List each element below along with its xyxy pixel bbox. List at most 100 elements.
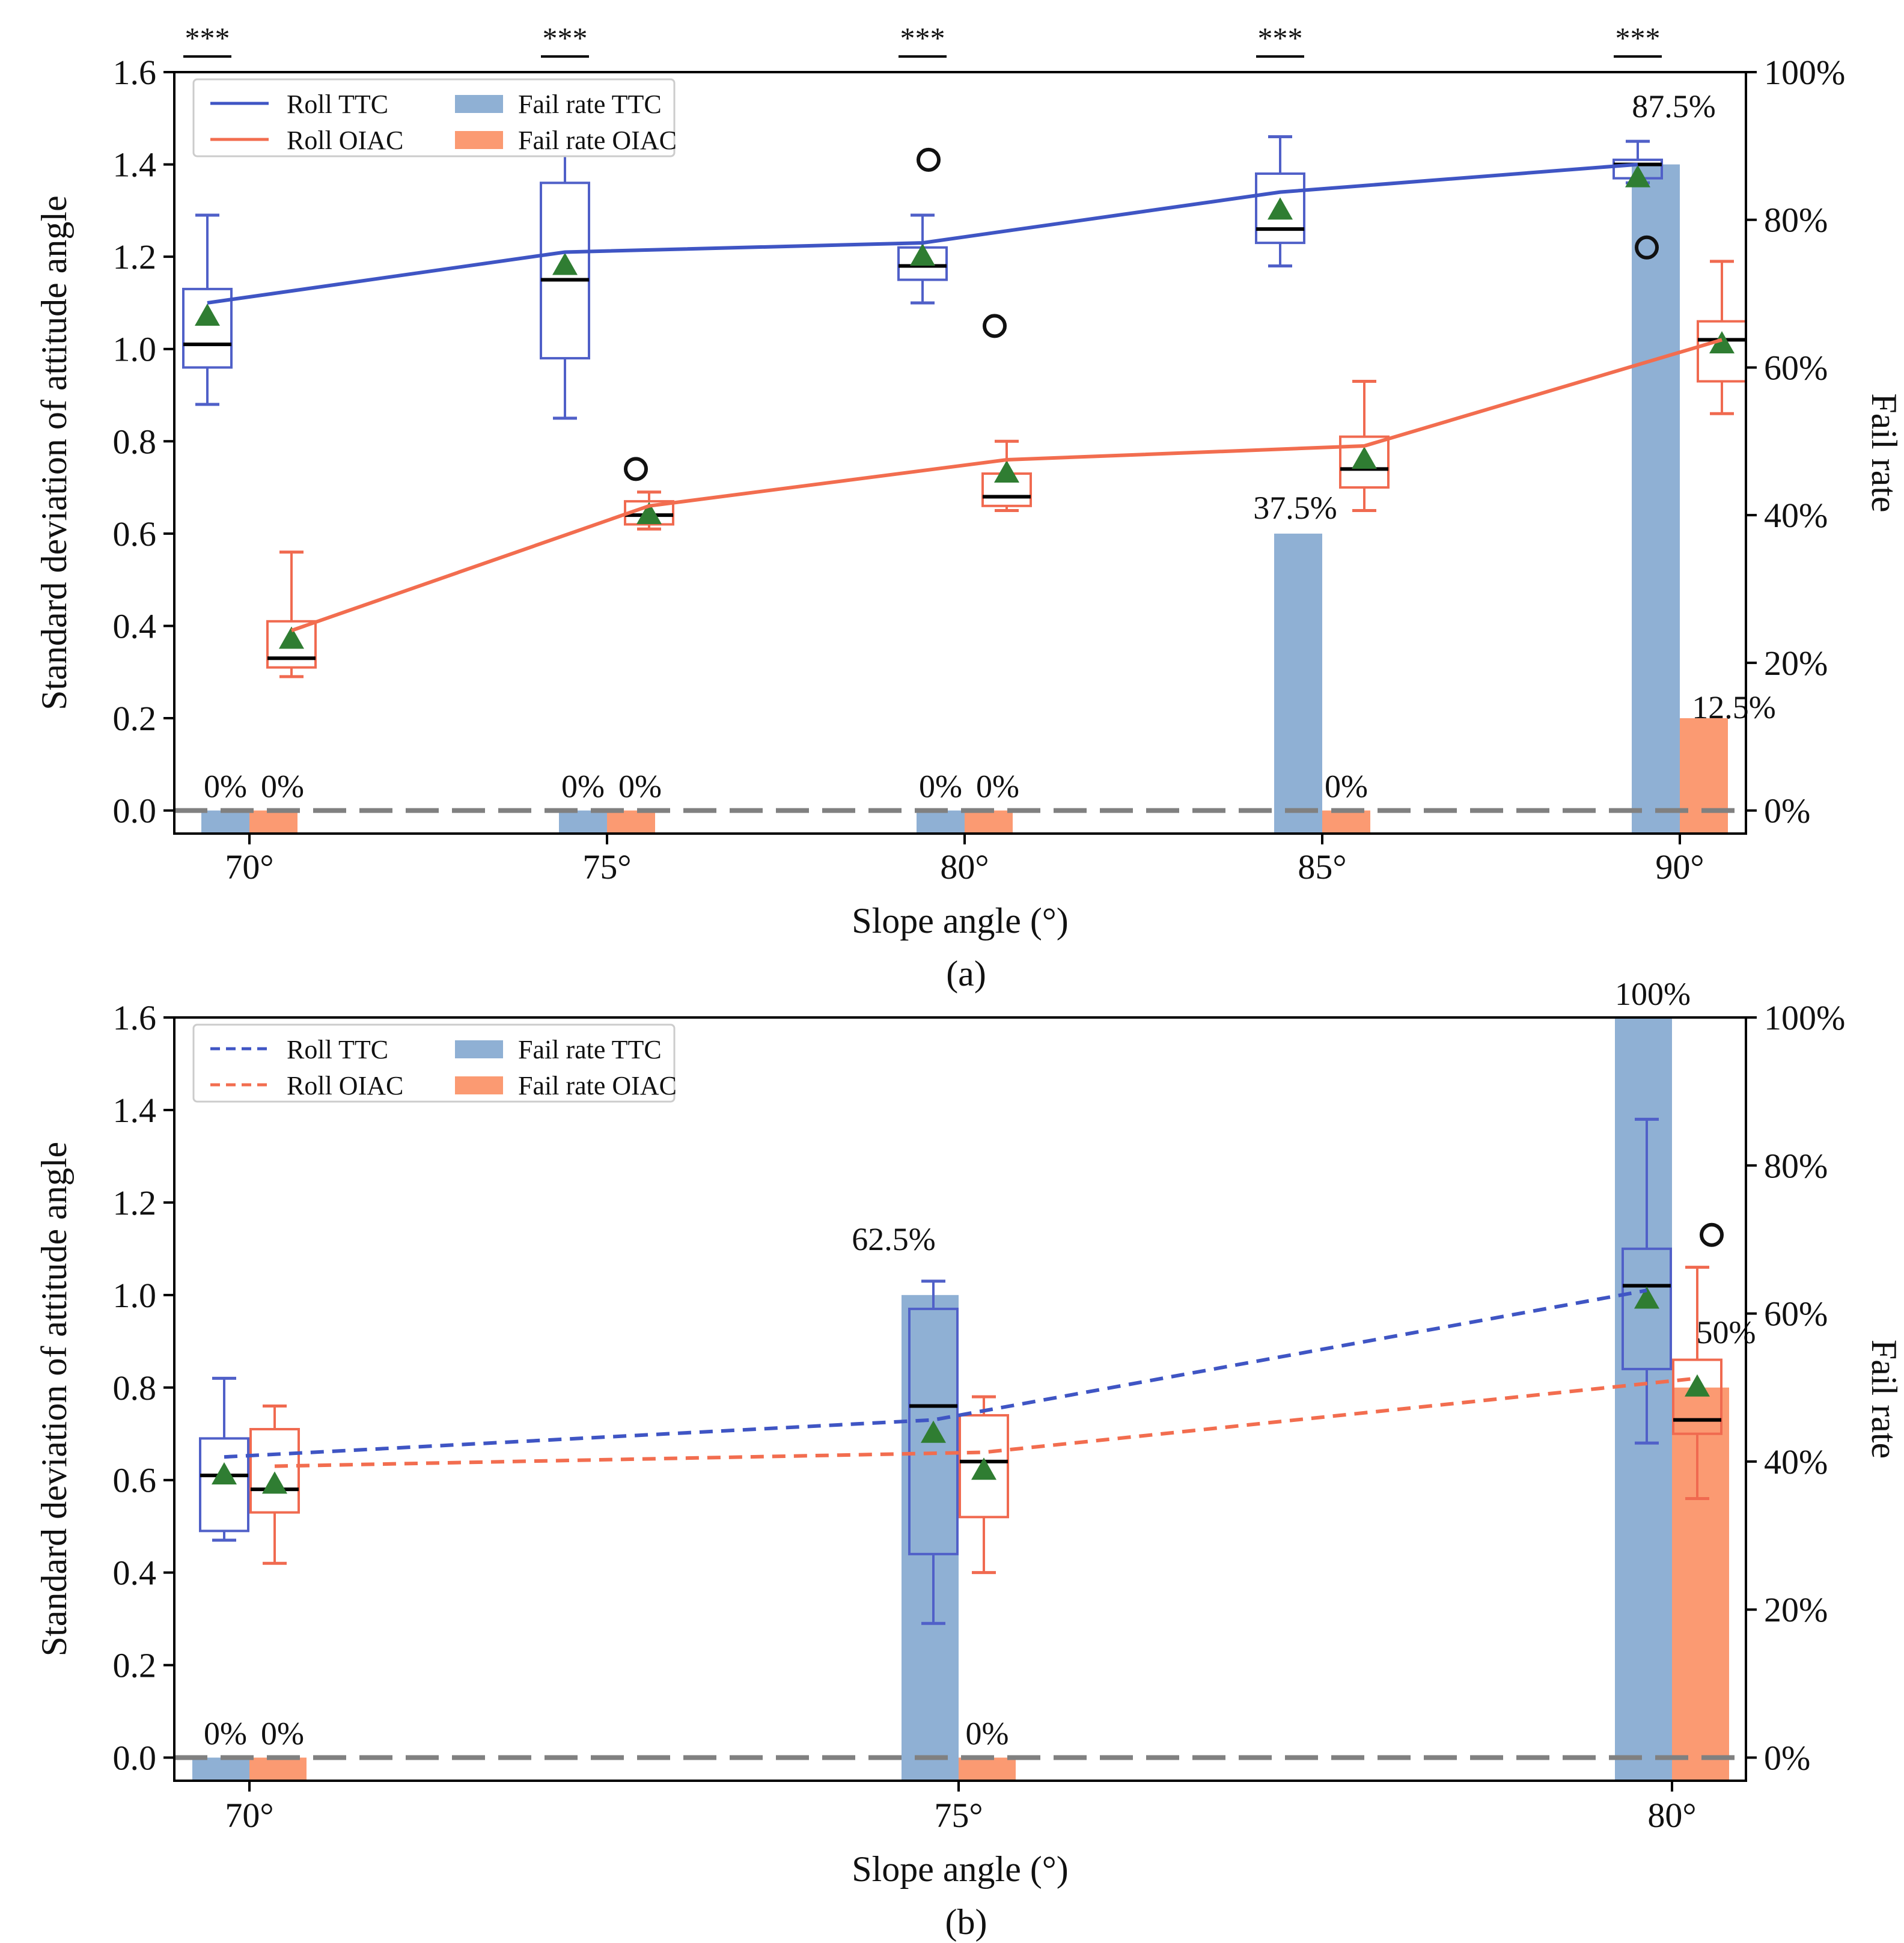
bar-fail-oiac [249,810,298,834]
y2-tick-label: 0% [1764,1739,1810,1778]
box-iqr [266,620,317,669]
y-tick-label: 0.4 [113,606,157,645]
box-oiac [1672,1266,1722,1500]
y-tick-label: 0.2 [113,1646,157,1685]
bar-fail-oiac [1672,1387,1729,1781]
bar-fail-ttc [1615,1017,1672,1781]
plot-frame [173,71,1747,835]
legend-swatch-fail-ttc [455,95,503,113]
legend-label-roll-ttc: Roll TTC [287,1035,388,1064]
box-oiac [266,551,317,679]
box-oiac [1697,260,1747,415]
y2-tick-label: 80% [1764,1146,1828,1185]
legend-label-fail-oiac: Fail rate OIAC [518,1071,677,1100]
bar-fail-ttc [1632,164,1680,834]
bar-fail-ttc [902,1295,959,1781]
outlier-point [983,314,1007,338]
y2-tick-label: 60% [1764,348,1828,387]
outlier-point [917,147,941,172]
box-iqr [1622,1247,1672,1370]
y-tick-label: 1.0 [113,330,157,369]
box-oiac [249,1405,300,1565]
x-tick-label: 80° [1647,1796,1696,1835]
bar-fail-oiac [249,1757,307,1781]
x-tick-label: 80° [940,847,989,886]
significance-label: *** [1258,21,1303,55]
series-line-roll-oiac [291,338,1722,632]
plot-frame [173,1016,1747,1782]
panel-label: (b) [945,1902,987,1942]
fail-label-ttc: 0% [204,1716,247,1752]
significance-label: *** [543,21,588,55]
legend: Roll TTC Roll OIAC Fail rate TTC Fail rate … [192,78,677,157]
legend-swatch-fail-ttc [455,1040,503,1058]
legend-label-roll-oiac: Roll OIAC [287,126,403,155]
panel-label: (a) [946,954,986,993]
legend: Roll TTC Roll OIAC Fail rate TTC Fail rate … [192,1023,677,1103]
fail-label-ttc: 0% [561,769,605,805]
legend-swatch-fail-oiac [455,131,503,149]
fail-label-oiac: 0% [618,769,662,805]
y2-tick-label: 100% [1764,53,1845,92]
box-mean-marker [1685,1374,1710,1397]
box-mean-marker [994,460,1019,483]
y-tick-label: 0.0 [113,792,157,831]
box-mean-marker [1625,165,1650,188]
box-mean-marker [1352,447,1377,469]
legend-box [192,78,676,157]
fail-label-oiac: 0% [261,1716,304,1752]
box-mean-marker [195,303,220,326]
y2-tick-label: 100% [1764,998,1845,1037]
box-ttc [1255,135,1305,268]
legend-swatch-fail-oiac [455,1076,503,1094]
y2-tick-label: 20% [1764,1590,1828,1629]
box-iqr [1339,435,1390,489]
box-iqr [1255,172,1305,245]
box-mean-marker [262,1471,287,1494]
y2-tick-label: 60% [1764,1295,1828,1334]
y-tick-label: 1.0 [113,1276,157,1315]
box-ttc [908,1280,959,1625]
bar-fail-oiac [1680,718,1728,834]
x-tick-label: 75° [934,1796,983,1835]
box-oiac [624,490,674,531]
x-tick-label: 90° [1655,847,1704,886]
y-tick-label: 0.8 [113,1368,157,1408]
chart-panel-1: 0% 0% 0% 0% 0% 0% 37.5% 0% 87.5% 12.5% 0.0 0.2 0.4 0.… [34,21,1904,993]
series-line-roll-oiac [274,1376,1698,1468]
box-iqr [908,1307,959,1555]
x-tick-label: 70° [225,1796,273,1835]
y-tick-label: 0.2 [113,699,157,738]
box-iqr [540,181,590,360]
y-axis-label: Standard deviation of attitude angle [34,1142,74,1656]
bar-fail-ttc [201,810,249,834]
outlier-point [1700,1222,1724,1247]
bar-fail-ttc [917,810,965,834]
box-mean-marker [552,252,578,275]
y-tick-label: 1.2 [113,237,157,276]
fail-label-ttc: 100% [1615,976,1691,1012]
y-tick-label: 0.6 [113,514,157,554]
box-iqr [199,1437,249,1533]
y2-tick-label: 80% [1764,201,1828,240]
box-oiac [1339,379,1390,512]
fail-label-oiac: 0% [966,1716,1009,1752]
box-mean-marker [971,1457,996,1480]
bar-fail-ttc [559,810,607,834]
fail-label-oiac: 0% [1325,769,1368,805]
y-tick-label: 1.6 [113,998,157,1037]
box-iqr [959,1414,1009,1519]
significance-label: *** [1616,21,1661,55]
legend-label-fail-ttc: Fail rate TTC [518,90,662,119]
box-ttc [1622,1117,1672,1445]
y-tick-label: 0.6 [113,1461,157,1500]
bar-fail-oiac [607,810,655,834]
y2-tick-label: 40% [1764,1442,1828,1481]
series-line-roll-ttc [224,1289,1647,1459]
box-iqr [249,1428,300,1514]
outlier-point [624,457,648,481]
significance-label: *** [185,21,230,55]
y-tick-label: 1.4 [113,145,157,185]
box-ttc [199,1376,249,1542]
